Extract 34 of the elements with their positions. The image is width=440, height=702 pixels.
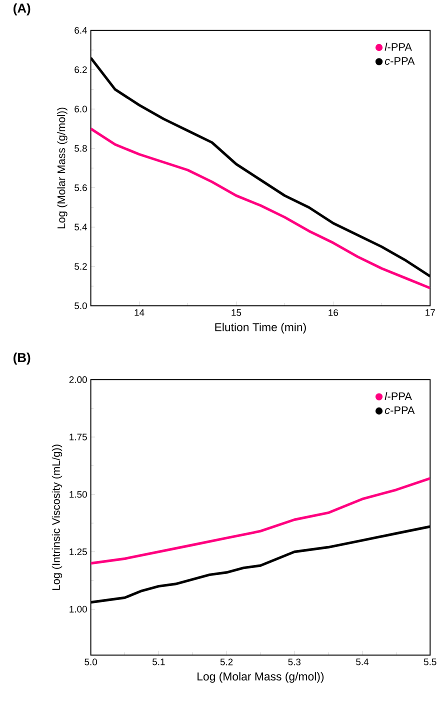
x-tick-label: 5.0: [84, 658, 98, 666]
x-tick-label: 5.4: [356, 658, 369, 666]
y-tick-label: 5.2: [74, 263, 87, 270]
y-tick-label: 1.75: [70, 434, 87, 440]
y-tick-label: 6.4: [74, 27, 88, 34]
x-tick-label: 16: [328, 309, 338, 316]
x-tick-label: 17: [426, 309, 435, 316]
y-tick-label: 6.2: [74, 66, 87, 74]
y-tick-label: 5.4: [74, 224, 88, 230]
legend-label: c-PPA: [384, 406, 415, 414]
y-tick-label: 1.50: [70, 491, 87, 498]
x-axis-title: Log (Molar Mass (g/mol)): [198, 672, 324, 683]
x-tick-label: 5.1: [152, 658, 165, 666]
x-axis-title: Elution Time (min): [215, 322, 306, 334]
line-series: [90, 127, 430, 290]
y-tick-label: 6.0: [74, 106, 87, 112]
y-axis-title: Log (Intrinsic Viscosity (mL/g)): [52, 444, 62, 590]
y-axis-title: Log (Molar Mass (g/mol)): [57, 108, 68, 228]
legend-label: l-PPA: [384, 392, 412, 400]
y-tick-label: 5.6: [74, 184, 87, 192]
chart-title: (A): [14, 3, 30, 16]
x-tick-label: 5.3: [288, 658, 301, 666]
x-tick-label: 14: [134, 309, 144, 316]
y-tick-label: 1.00: [70, 606, 87, 613]
legend-label: c-PPA: [384, 57, 415, 65]
x-tick-label: 5.2: [220, 658, 233, 666]
y-tick-label: 5.8: [74, 145, 87, 152]
y-tick-label: 5.0: [74, 302, 87, 310]
legend-label: l-PPA: [384, 42, 412, 51]
x-tick-label: 5.5: [424, 658, 436, 666]
y-tick-label: 2.00: [69, 376, 87, 383]
chart-title: (B): [14, 352, 30, 365]
y-tick-label: 1.25: [70, 548, 87, 556]
x-tick-label: 15: [232, 309, 242, 316]
